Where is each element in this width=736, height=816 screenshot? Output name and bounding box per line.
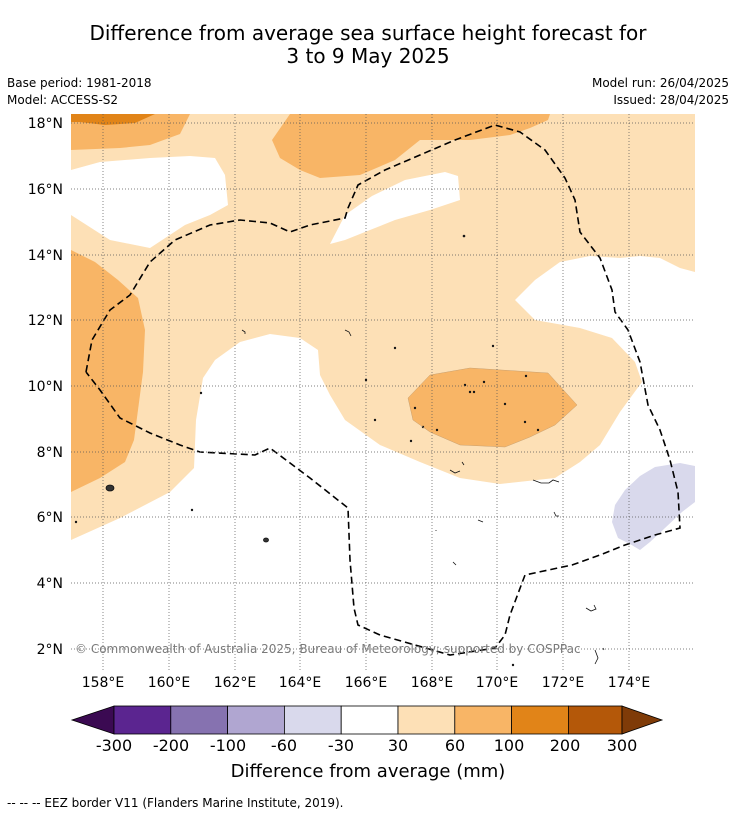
contour-100-200 [71, 114, 155, 125]
lat-label: 2°N [37, 642, 63, 658]
colorbar-tick: -300 [96, 736, 132, 755]
contour-60-100-west [71, 250, 145, 492]
lon-label: 172°E [542, 675, 585, 691]
lon-label: 162°E [214, 675, 257, 691]
lon-label: 160°E [148, 675, 191, 691]
graticule [71, 114, 695, 672]
lon-label: 168°E [411, 675, 454, 691]
colorbar-tick: 200 [550, 736, 581, 755]
lat-label: 14°N [28, 248, 63, 264]
colorbar-tick: -200 [153, 736, 189, 755]
lon-label: 174°E [608, 675, 651, 691]
eez-border [85, 124, 681, 656]
colorbar-ticks: -300 -200 -100 -60 -30 30 60 100 200 300 [96, 736, 637, 755]
lat-label: 8°N [37, 445, 63, 461]
contour-30-60 [71, 114, 695, 540]
colorbar-cell [227, 705, 285, 735]
colorbar-cell [170, 705, 229, 735]
colorbar-label: Difference from average (mm) [230, 761, 506, 782]
lat-label: 18°N [28, 116, 63, 132]
colorbar-cell [340, 705, 399, 735]
map-area [71, 114, 695, 667]
lat-label: 12°N [28, 313, 63, 329]
colorbar-tick: 100 [494, 736, 525, 755]
base-period: Base period: 1981-2018 [7, 76, 152, 90]
copyright-text: © Commonwealth of Australia 2025, Bureau… [75, 642, 581, 656]
model-run: Model run: 26/04/2025 [591, 76, 729, 90]
chart-title: Difference from average sea surface heig… [0, 22, 736, 68]
colorbar-extend-low [70, 705, 115, 735]
meta-right: Model run: 26/04/2025 Issued: 28/04/2025 [592, 75, 729, 109]
colorbar [70, 705, 664, 735]
zero-zone-north [330, 172, 460, 244]
colorbar-cell [397, 705, 456, 735]
colorbar-extend-high [621, 705, 664, 735]
colorbar-cell [454, 705, 512, 735]
lat-label: 6°N [37, 510, 63, 526]
title-line-2: 3 to 9 May 2025 [286, 44, 450, 68]
colorbar-cell [113, 705, 172, 735]
colorbar-tick: -60 [271, 736, 297, 755]
colorbar-tick: 60 [445, 736, 465, 755]
meta-left: Base period: 1981-2018 Model: ACCESS-S2 [7, 75, 152, 109]
lon-label: 158°E [82, 675, 125, 691]
contour-60-100-centre [408, 368, 577, 447]
title-line-1: Difference from average sea surface heig… [89, 21, 647, 45]
zero-zone-north-west [71, 156, 228, 248]
colorbar-tick: -100 [210, 736, 246, 755]
colorbar-cell [568, 705, 623, 735]
colorbar-cell [511, 705, 569, 735]
longitude-labels: 158°E 160°E 162°E 164°E 166°E 168°E 170°… [82, 675, 651, 691]
lon-label: 170°E [476, 675, 519, 691]
colorbar-cell [283, 705, 342, 735]
contour-neg30-neg60 [612, 463, 695, 550]
lon-label: 164°E [279, 675, 322, 691]
eez-legend-text: -- -- -- EEZ border V11 (Flanders Marine… [7, 796, 344, 810]
lon-label: 166°E [345, 675, 388, 691]
lat-label: 4°N [37, 576, 63, 592]
contour-lines [407, 367, 578, 448]
lat-label: 16°N [28, 182, 63, 198]
colorbar-tick: 300 [607, 736, 638, 755]
issued-date: Issued: 28/04/2025 [613, 93, 729, 107]
lat-label: 10°N [28, 379, 63, 395]
colorbar-tick: -30 [328, 736, 354, 755]
latitude-labels: 18°N 16°N 14°N 12°N 10°N 8°N 6°N 4°N 2°N [28, 116, 63, 658]
colorbar-tick: 30 [388, 736, 408, 755]
model-name: Model: ACCESS-S2 [7, 93, 119, 107]
